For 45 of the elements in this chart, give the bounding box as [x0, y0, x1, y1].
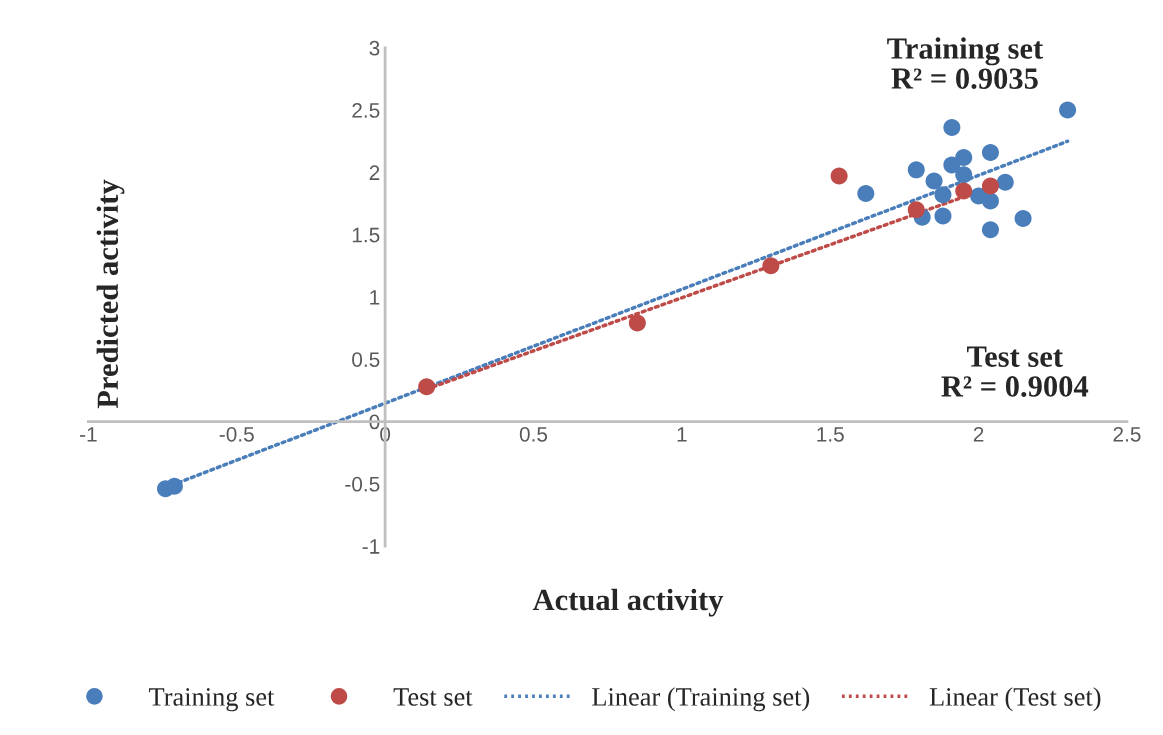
- x-tick-label: 2.5: [1113, 426, 1141, 442]
- point: [934, 186, 952, 204]
- point: [955, 182, 973, 200]
- x-tick-label: -1: [80, 427, 97, 442]
- point: [934, 207, 952, 225]
- point: [981, 143, 999, 161]
- y-tick-label: -1: [362, 539, 380, 554]
- legend-label: Linear (Training set): [592, 687, 810, 712]
- point: [981, 192, 999, 210]
- point: [943, 119, 961, 137]
- x-tick-label: 0.5: [519, 426, 548, 442]
- x-tick-label: 1: [677, 427, 687, 442]
- point: [955, 148, 973, 166]
- y-axis-title: Predicted activity: [96, 179, 125, 409]
- legend-label: Linear (Test set): [929, 687, 1101, 712]
- legend-label: Test set: [393, 688, 473, 706]
- point: [762, 257, 780, 275]
- y-tick-label: 2: [369, 165, 380, 180]
- x-axis-title: Actual activity: [532, 588, 724, 617]
- point: [1059, 101, 1077, 119]
- point: [418, 378, 436, 396]
- point: [1014, 209, 1032, 227]
- y-tick-label: 1: [370, 290, 380, 305]
- point: [907, 161, 925, 179]
- point: [628, 314, 646, 332]
- annotation: Test set R² = 0.9004: [941, 346, 1089, 397]
- annotation: Training set R² = 0.9035: [887, 37, 1044, 90]
- point: [955, 166, 973, 184]
- x-tick-label: -0.5: [219, 426, 254, 442]
- y-tick-label: -0.5: [345, 476, 380, 492]
- point: [830, 167, 848, 185]
- y-tick-label: 3: [369, 40, 380, 56]
- y-tick-label: 1.5: [352, 227, 380, 243]
- point: [981, 221, 999, 239]
- y-tick-label: 2.5: [352, 103, 380, 118]
- point: [907, 201, 925, 219]
- point: [981, 177, 999, 195]
- x-tick-label: 1.5: [817, 427, 844, 442]
- point: [996, 173, 1014, 191]
- point: [925, 172, 943, 190]
- point: [943, 156, 961, 174]
- point: [857, 185, 875, 203]
- x-tick-label: 2: [973, 426, 984, 442]
- legend-label: Training set: [149, 688, 275, 712]
- y-tick-label: 0.5: [352, 352, 380, 367]
